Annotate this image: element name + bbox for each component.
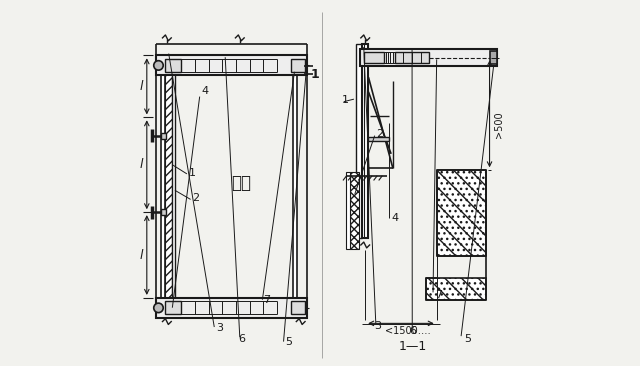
Bar	[426, 278, 486, 300]
Bar	[490, 51, 497, 64]
Bar	[360, 49, 497, 66]
Bar	[436, 170, 486, 256]
Bar	[291, 302, 305, 314]
Text: 5: 5	[464, 333, 471, 344]
Bar	[172, 63, 175, 300]
Bar	[426, 278, 486, 300]
Bar	[165, 302, 182, 314]
Text: 1: 1	[311, 68, 319, 81]
Bar	[350, 172, 360, 249]
Bar	[161, 133, 166, 138]
Bar	[161, 209, 166, 215]
Text: 2: 2	[193, 193, 200, 203]
Bar	[346, 172, 350, 249]
Text: l: l	[140, 249, 143, 262]
Bar	[356, 44, 362, 238]
Bar	[327, 8, 499, 351]
Text: 2: 2	[376, 130, 383, 139]
Bar	[141, 23, 327, 332]
Bar	[161, 63, 165, 300]
Bar	[292, 63, 297, 300]
Text: <1500‥‥: <1500‥‥	[385, 326, 430, 336]
Bar	[436, 170, 486, 256]
Text: 4: 4	[391, 213, 398, 223]
Text: 3: 3	[374, 321, 381, 331]
Bar	[291, 59, 305, 72]
Bar	[364, 52, 384, 63]
Text: 6: 6	[410, 326, 417, 336]
Text: l: l	[140, 158, 143, 171]
Text: >500: >500	[494, 111, 504, 138]
Text: l: l	[140, 80, 143, 93]
Bar	[165, 59, 182, 72]
Bar	[165, 63, 172, 300]
Text: 6: 6	[238, 333, 245, 344]
Bar	[156, 55, 307, 75]
Text: 7: 7	[435, 290, 442, 300]
Text: 1—1: 1—1	[399, 340, 427, 352]
Bar	[156, 298, 307, 318]
Text: 1: 1	[189, 168, 196, 178]
Text: 3: 3	[216, 323, 223, 333]
Text: 5: 5	[285, 337, 292, 347]
Circle shape	[154, 303, 163, 313]
Text: 1: 1	[342, 95, 349, 105]
Text: 7: 7	[264, 295, 271, 305]
Circle shape	[154, 61, 163, 70]
Bar	[369, 137, 388, 141]
Bar	[395, 52, 429, 63]
Text: 结构: 结构	[232, 174, 252, 192]
Bar	[362, 44, 369, 238]
Text: 4: 4	[202, 86, 209, 96]
